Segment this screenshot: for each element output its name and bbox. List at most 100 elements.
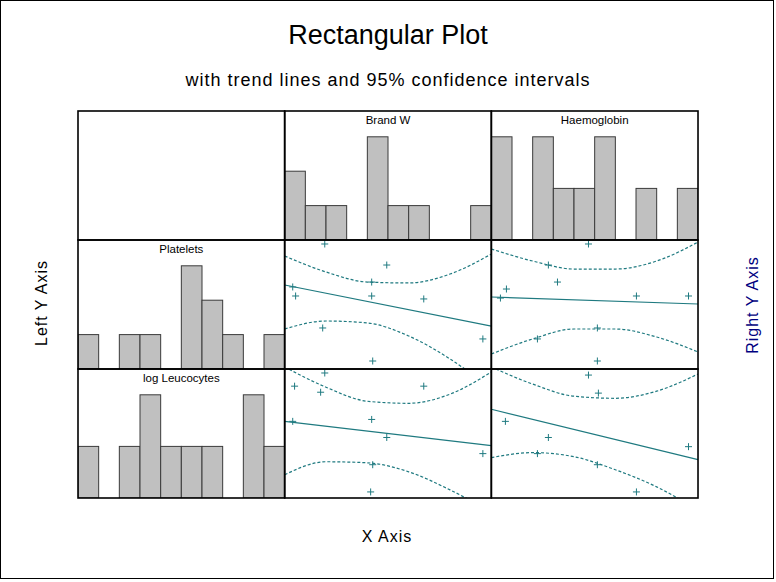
histogram-bar <box>326 206 347 240</box>
histogram-label: Haemoglobin <box>561 114 629 126</box>
scatter-point <box>317 389 324 396</box>
histogram-bar <box>409 206 430 240</box>
scatter-point <box>685 443 692 450</box>
scatter-point <box>368 292 375 299</box>
scatter-point <box>420 295 427 302</box>
scatter-point <box>585 372 592 379</box>
page-border <box>1 1 774 579</box>
y2-axis-title: Right Y Axis <box>744 256 761 354</box>
title: Rectangular Plot <box>288 20 488 50</box>
scatter-panel <box>491 369 698 498</box>
scatter-panel <box>491 240 698 364</box>
ci-upper <box>491 369 698 398</box>
histogram-label: Platelets <box>159 243 203 255</box>
histogram-bar <box>285 171 306 240</box>
cell-frame <box>491 240 698 369</box>
scatter-point <box>545 434 552 441</box>
histogram-bar <box>388 206 409 240</box>
scatter-panel <box>285 240 492 369</box>
scatter-point <box>534 450 541 457</box>
scatter-point <box>633 292 640 299</box>
cell-frame <box>285 111 492 240</box>
subtitle: with trend lines and 95% confidence inte… <box>184 70 590 90</box>
histogram-bar <box>119 446 140 498</box>
ci-lower <box>285 321 492 369</box>
scatter-point <box>594 324 601 331</box>
scatter-point <box>633 488 640 495</box>
histogram-bar <box>574 188 595 240</box>
histogram-bar <box>491 137 512 240</box>
ci-lower <box>285 462 492 498</box>
histogram-bar <box>595 137 616 240</box>
histogram <box>78 266 285 369</box>
scatter-point <box>369 461 376 468</box>
scatter-point <box>367 488 374 495</box>
histogram-bar <box>202 446 223 498</box>
cell-frame <box>78 111 285 240</box>
scatter-point <box>545 262 552 269</box>
histogram-bar <box>471 206 492 240</box>
ci-upper <box>285 254 492 283</box>
scatter-point <box>289 283 296 290</box>
scatter-point <box>383 434 390 441</box>
scatter-point <box>685 292 692 299</box>
trend-line <box>285 421 492 445</box>
scatter-point <box>595 390 602 397</box>
cell-frame <box>491 111 698 240</box>
scatter-point <box>383 262 390 269</box>
scatter-point <box>585 240 592 247</box>
histogram-bar <box>264 446 285 498</box>
ci-upper <box>491 242 698 269</box>
ci-lower <box>491 329 698 354</box>
histogram-bar <box>677 188 698 240</box>
scatter-point <box>497 295 504 302</box>
histogram-bar <box>78 335 99 369</box>
histogram-bar <box>305 206 326 240</box>
ci-upper <box>285 369 492 403</box>
histogram <box>491 137 698 240</box>
histogram-bar <box>202 300 223 369</box>
histogram-bar <box>264 335 285 369</box>
cell-frame <box>78 240 285 369</box>
scatter-point <box>502 418 509 425</box>
ci-lower <box>491 453 698 498</box>
histogram-bar <box>78 446 99 498</box>
cell-frame <box>285 369 492 498</box>
scatter-panel <box>285 369 492 498</box>
scatter-point <box>368 279 375 286</box>
scatter-point <box>292 292 299 299</box>
scatter-point <box>321 369 328 376</box>
histogram <box>78 395 285 498</box>
scatter-point <box>321 240 328 247</box>
histogram-bar <box>553 188 574 240</box>
scatter-point <box>479 450 486 457</box>
histogram-bar <box>119 335 140 369</box>
scatter-point <box>289 418 296 425</box>
histogram-bar <box>181 446 202 498</box>
scatter-point <box>479 335 486 342</box>
scatter-point <box>319 324 326 331</box>
histogram-bar <box>181 266 202 369</box>
x-axis-title: X Axis <box>362 528 412 545</box>
histogram-bar <box>367 137 388 240</box>
chart-svg: Rectangular Plot with trend lines and 95%… <box>0 0 776 582</box>
scatter-point <box>554 279 561 286</box>
scatter-point <box>368 416 375 423</box>
trend-line <box>285 285 492 326</box>
histogram-bar <box>533 137 554 240</box>
histogram-bar <box>223 335 244 369</box>
y-axis-title: Left Y Axis <box>33 260 50 346</box>
scatter-point <box>420 383 427 390</box>
scatter-point <box>594 358 601 365</box>
histogram-bar <box>636 188 657 240</box>
trend-line <box>491 409 698 459</box>
scatter-point <box>291 383 298 390</box>
histogram-label: log Leucocytes <box>143 372 220 384</box>
trend-line <box>491 297 698 304</box>
histogram-bar <box>243 395 264 498</box>
scatter-point <box>594 461 601 468</box>
scatter-point <box>369 358 376 365</box>
cell-frame <box>285 240 492 369</box>
scatter-point <box>503 286 510 293</box>
histogram <box>285 137 492 240</box>
